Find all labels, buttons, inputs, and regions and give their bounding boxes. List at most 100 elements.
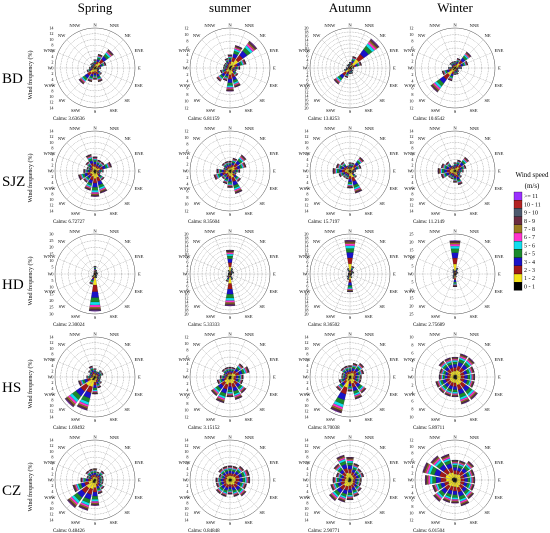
direction-label-ssw: SSW xyxy=(326,314,336,319)
tick-label-upper: 10 xyxy=(184,341,188,346)
direction-label-nnw: NNW xyxy=(204,435,216,440)
petal-w-bin-4 xyxy=(432,476,437,484)
direction-label-ene: ENE xyxy=(495,151,504,156)
calms-label: Calms: 5.89711 xyxy=(413,426,445,431)
petal-wsw-bin-11 xyxy=(338,173,341,178)
grid-spoke xyxy=(201,273,231,303)
direction-label-w: W xyxy=(183,478,188,483)
direction-label-n: N xyxy=(348,435,352,440)
tick-label-lower: 10 xyxy=(49,506,53,511)
direction-label-ese: ESE xyxy=(390,186,398,191)
petal-nne-bin-9 xyxy=(351,162,355,165)
petal-ssw-bin-11 xyxy=(87,79,92,82)
petal-s-bin-2 xyxy=(453,382,457,387)
tick-label-upper: 4 xyxy=(411,157,414,162)
tick-label-upper: 12 xyxy=(304,41,308,46)
petal-e-bin-4 xyxy=(236,66,238,70)
direction-label-ssw: SSW xyxy=(206,211,216,216)
petal-w-bin-3 xyxy=(450,67,452,69)
grid-spoke xyxy=(417,273,456,290)
direction-label-w: W xyxy=(303,169,308,174)
petal-s-bin-4 xyxy=(92,387,98,391)
grid-ring xyxy=(77,50,113,86)
tick-label-upper: 2 xyxy=(306,369,308,374)
direction-label-nne: NNE xyxy=(365,229,375,234)
direction-label-wnw: WNW xyxy=(299,151,312,156)
petal-n-bin-2 xyxy=(94,63,96,66)
direction-label-ne: NE xyxy=(380,239,386,244)
direction-label-e: E xyxy=(498,169,501,174)
petal-s-bin-3 xyxy=(454,71,456,73)
tick-label-lower: 12 xyxy=(49,100,53,105)
petal-e-bin-3 xyxy=(355,478,358,482)
tick-label-upper: 8 xyxy=(411,39,413,44)
tick-label-zero: 0 xyxy=(306,65,308,70)
direction-label-n: N xyxy=(453,332,457,337)
direction-label-wsw: WSW xyxy=(404,495,416,500)
direction-label-n: N xyxy=(93,23,97,28)
petal-ssw-bin-11 xyxy=(222,79,228,82)
tick-label-lower: 6 xyxy=(306,77,308,82)
petal-w-bin-2 xyxy=(90,376,93,378)
tick-label-lower: 20 xyxy=(184,311,188,316)
tick-label-lower: 12 xyxy=(304,203,308,208)
direction-label-ssw: SSW xyxy=(431,314,441,319)
direction-label-se: SE xyxy=(125,304,131,309)
petal-w-bin-2 xyxy=(223,169,227,173)
direction-label-nnw: NNW xyxy=(204,23,216,28)
direction-label-ese: ESE xyxy=(270,392,278,397)
tick-label-zero: 0 xyxy=(51,168,53,173)
direction-label-se: SE xyxy=(485,407,491,412)
petal-n-bin-2 xyxy=(453,470,457,475)
direction-label-sse: SSE xyxy=(110,417,118,422)
petal-s-bin-4 xyxy=(93,75,97,77)
petal-e-bin-3 xyxy=(239,477,243,483)
grid-spoke xyxy=(454,170,493,187)
direction-label-ene: ENE xyxy=(270,460,279,465)
tick-label-lower: 10 xyxy=(304,197,308,202)
direction-label-nne: NNE xyxy=(365,126,375,131)
direction-label-nw: NW xyxy=(313,342,321,347)
direction-label-nnw: NNW xyxy=(429,229,441,234)
tick-label-zero: 0 xyxy=(186,168,188,173)
outer-circle xyxy=(309,27,391,109)
legend-swatch-10 xyxy=(513,273,523,283)
grid-spoke xyxy=(454,273,493,290)
grid-spoke xyxy=(94,339,111,378)
legend-swatch-9 xyxy=(513,265,523,275)
direction-label-nw: NW xyxy=(193,136,201,141)
direction-label-sse: SSE xyxy=(110,108,118,113)
petal-w-bin-2 xyxy=(92,67,94,69)
tick-label-upper: 10 xyxy=(304,45,308,50)
direction-label-n: N xyxy=(348,229,352,234)
legend-label-10: 1 - 2 xyxy=(524,276,535,282)
petal-w-bin-2 xyxy=(88,478,91,482)
tick-label-zero: 0 xyxy=(51,65,53,70)
direction-label-n: N xyxy=(93,332,97,337)
petal-e-bin-4 xyxy=(467,374,471,380)
calms-label: Calms: 0.48426 xyxy=(53,529,85,533)
direction-label-w: W xyxy=(408,375,413,380)
direction-label-wnw: WNW xyxy=(179,460,192,465)
tick-label-lower: 12 xyxy=(184,105,188,110)
direction-label-s: S xyxy=(454,521,457,526)
tick-label-lower: 8 xyxy=(306,500,308,505)
petal-sw-bin-11 xyxy=(216,77,221,82)
grid-spoke xyxy=(321,39,351,69)
tick-label-upper: 2 xyxy=(306,163,308,168)
direction-label-n: N xyxy=(348,23,352,28)
grid-spoke xyxy=(426,245,456,275)
tick-label-lower: 10 xyxy=(184,99,188,104)
direction-label-s: S xyxy=(349,521,352,526)
direction-label-s: S xyxy=(349,418,352,423)
petal-w-bin-2 xyxy=(223,478,226,482)
petal-ne-bin-11 xyxy=(466,51,472,57)
legend-swatch-11 xyxy=(513,282,523,291)
direction-label-sse: SSE xyxy=(245,108,253,113)
direction-label-wnw: WNW xyxy=(299,48,312,53)
tick-label-upper: 10 xyxy=(409,32,413,37)
direction-label-se: SE xyxy=(380,201,386,206)
direction-label-n: N xyxy=(228,435,232,440)
grid-spoke xyxy=(417,52,456,69)
